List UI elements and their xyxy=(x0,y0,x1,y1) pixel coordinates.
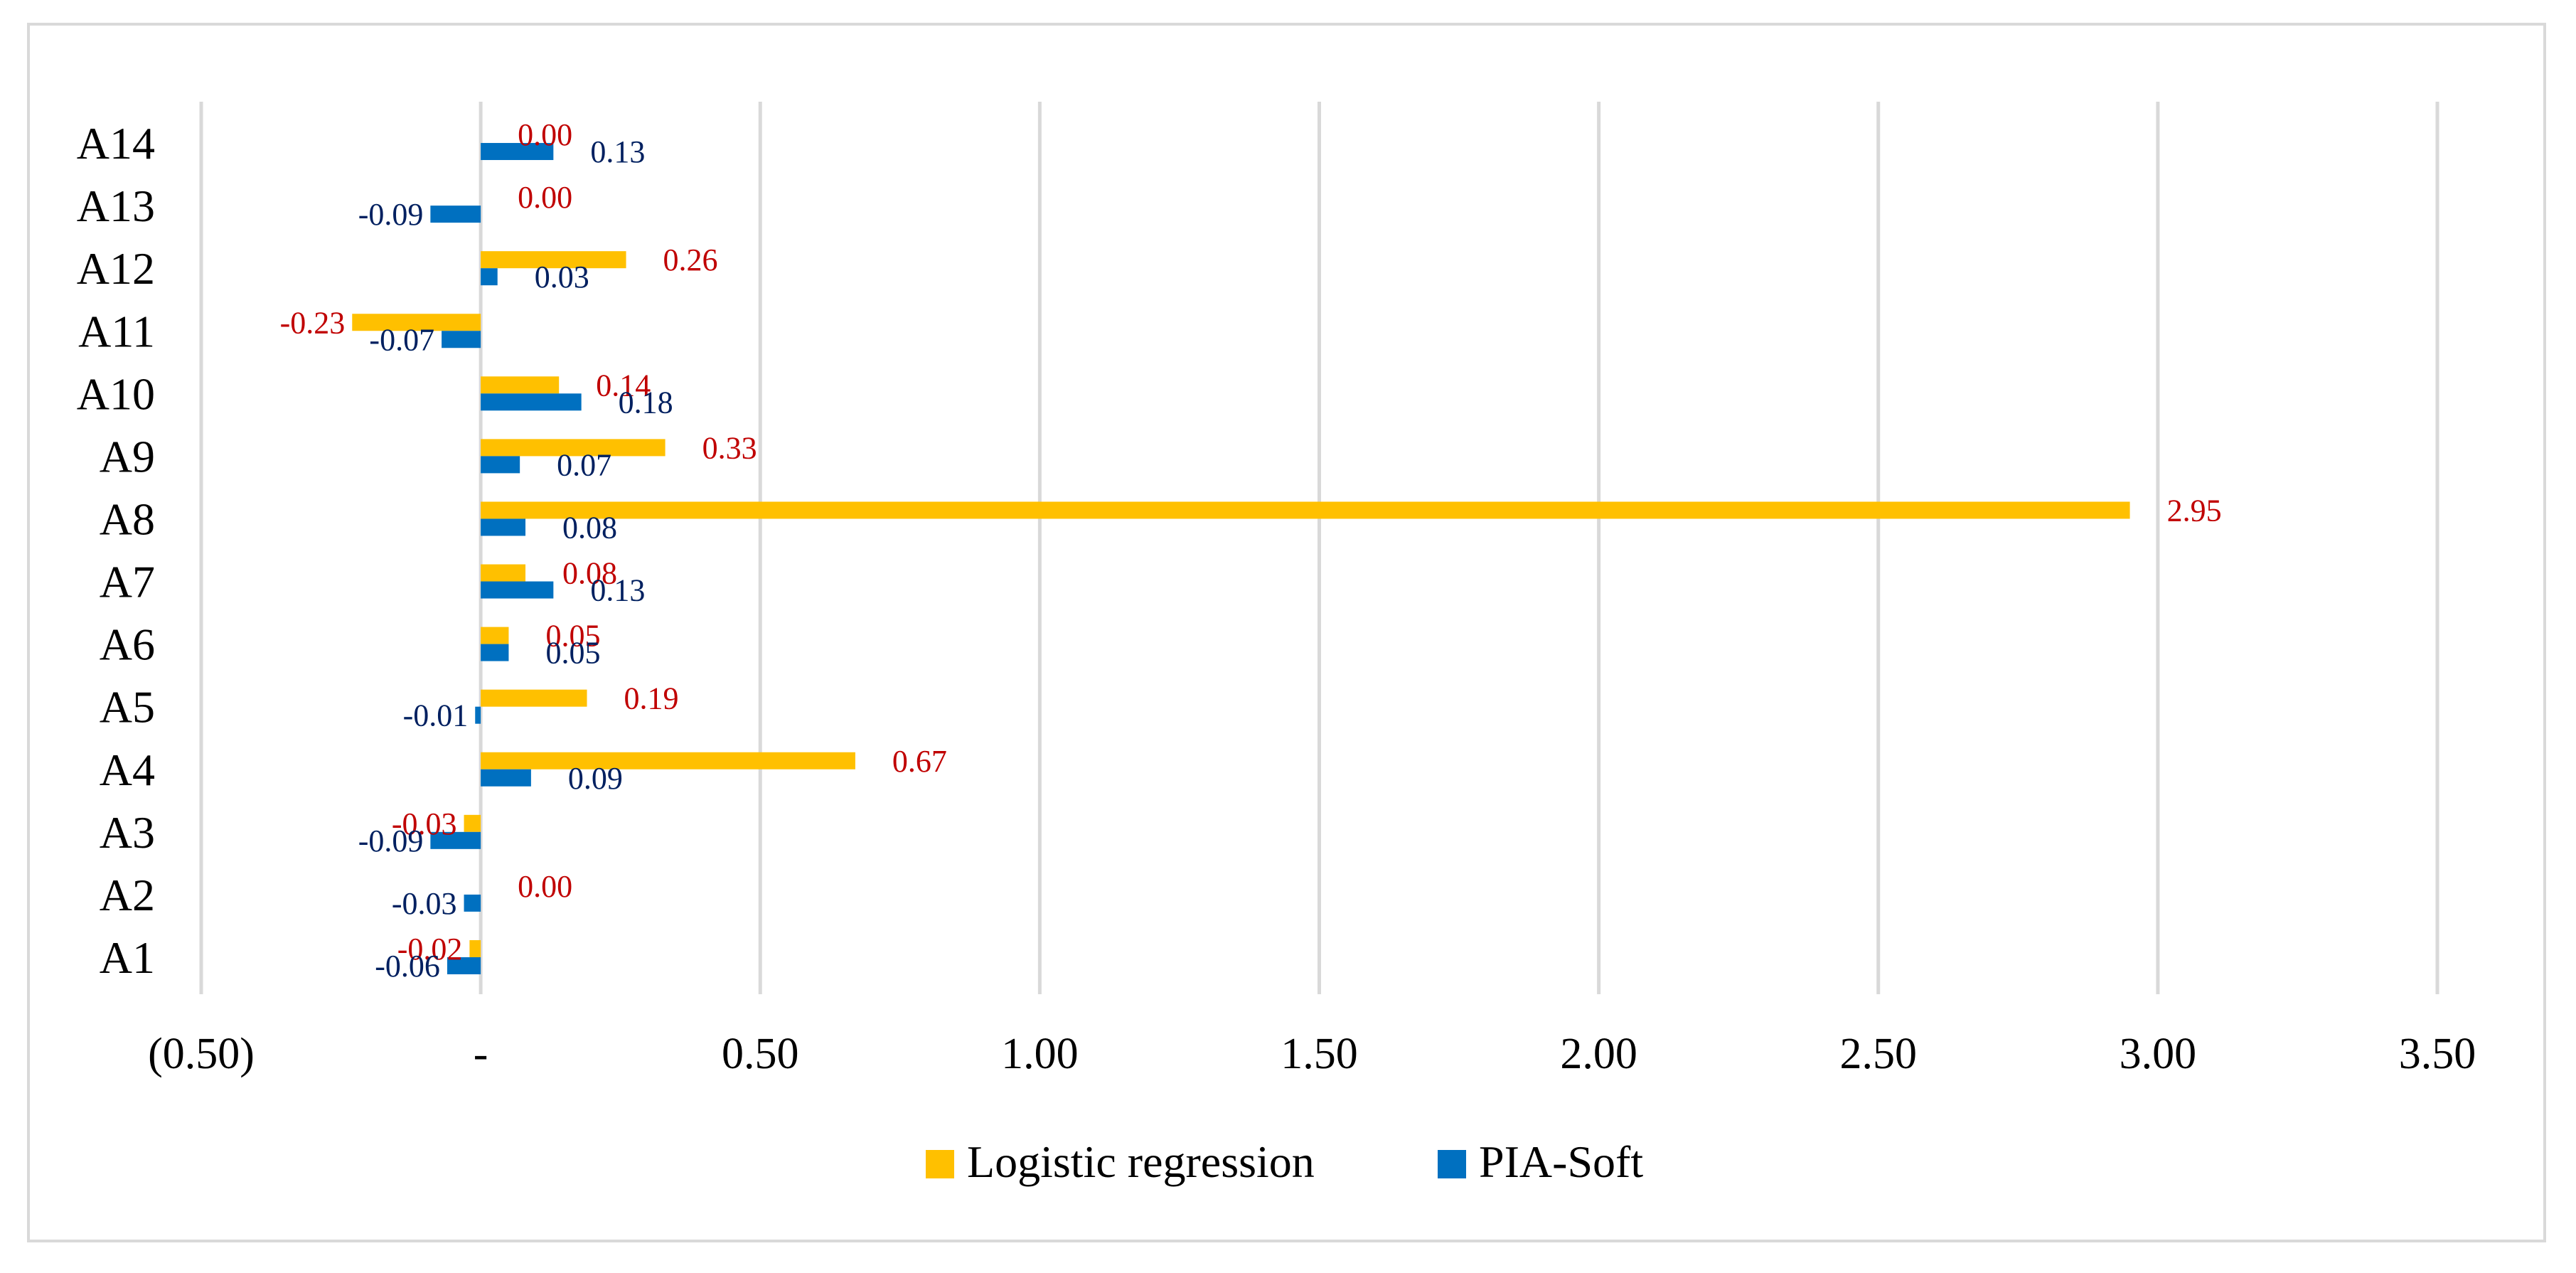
bar-pia-soft-a1 xyxy=(447,957,481,974)
data-label: 0.13 xyxy=(590,134,645,169)
data-label: 0.00 xyxy=(518,869,572,904)
category-label: A13 xyxy=(77,181,155,231)
category-label: A10 xyxy=(77,368,155,419)
data-label: -0.02 xyxy=(397,932,463,966)
category-label: A3 xyxy=(100,807,155,858)
x-tick-label: 3.50 xyxy=(2399,1030,2476,1078)
value-axis: (0.50) - 0.50 1.00 1.50 2.00 2.50 3.00 3.50 xyxy=(148,1030,2476,1078)
data-label: 0.07 xyxy=(557,447,611,482)
data-label: -0.09 xyxy=(358,197,424,232)
data-label: 0.00 xyxy=(518,117,572,152)
bar-pia-soft-a14 xyxy=(481,143,554,161)
legend-swatch-0 xyxy=(926,1150,954,1178)
bar-logistic-regression-a9 xyxy=(481,439,666,457)
bar-pia-soft-a3 xyxy=(430,831,481,849)
bar-logistic-regression-a7 xyxy=(481,564,526,582)
x-tick-label: 2.00 xyxy=(1560,1030,1637,1078)
category-label: A5 xyxy=(100,682,155,733)
data-label: 0.08 xyxy=(562,510,617,545)
data-label: -0.03 xyxy=(392,886,457,921)
data-label: 0.19 xyxy=(624,681,679,716)
bar-pia-soft-a4 xyxy=(481,769,531,787)
data-label: -0.09 xyxy=(358,824,424,858)
bar-logistic-regression-a8 xyxy=(481,501,2130,519)
bar-logistic-regression-a11 xyxy=(352,314,481,331)
bars xyxy=(352,143,2130,974)
bar-pia-soft-a12 xyxy=(481,268,498,286)
category-label: A2 xyxy=(100,870,155,920)
category-label: A1 xyxy=(100,932,155,983)
gridlines xyxy=(199,102,2439,994)
legend-swatch-1 xyxy=(1438,1150,1466,1178)
category-label: A4 xyxy=(100,745,155,795)
category-label: A11 xyxy=(78,306,155,356)
bar-logistic-regression-a3 xyxy=(464,814,481,832)
category-label: A12 xyxy=(77,243,155,294)
data-label: -0.03 xyxy=(392,806,457,841)
bar-logistic-regression-a1 xyxy=(469,939,481,957)
bar-pia-soft-a13 xyxy=(430,206,481,223)
bar-pia-soft-a10 xyxy=(481,393,582,411)
category-axis: A1 A2 A3 A4 A5 A6 A7 A8 A9 A10 A11 A12 A13 A14 xyxy=(77,118,155,983)
data-label: 0.14 xyxy=(596,368,651,403)
category-label: A9 xyxy=(100,431,155,481)
data-label: 0.05 xyxy=(545,619,600,654)
data-label: 0.26 xyxy=(663,243,718,277)
bar-pia-soft-a5 xyxy=(475,706,481,724)
data-label: 0.00 xyxy=(518,180,572,215)
data-label: 0.05 xyxy=(545,636,600,671)
legend-label-1: PIA-Soft xyxy=(1479,1136,1643,1187)
legend: Logistic regression PIA-Soft xyxy=(926,1136,1643,1187)
x-tick-label: - xyxy=(474,1030,488,1078)
legend-label-0: Logistic regression xyxy=(967,1136,1315,1187)
category-label: A14 xyxy=(77,118,155,169)
data-label: 0.03 xyxy=(535,260,589,294)
data-label: 0.18 xyxy=(619,385,673,420)
bar-logistic-regression-a6 xyxy=(481,627,509,644)
bar-logistic-regression-a10 xyxy=(481,376,560,394)
bar-logistic-regression-a5 xyxy=(481,689,587,707)
category-label: A8 xyxy=(100,494,155,544)
data-label: -0.07 xyxy=(369,322,434,357)
data-label: 0.33 xyxy=(702,430,757,465)
bar-pia-soft-a8 xyxy=(481,518,526,536)
data-label: 0.13 xyxy=(590,573,645,608)
x-tick-label: (0.50) xyxy=(148,1030,255,1078)
data-labels: -0.02 0.00 -0.03 0.67 0.19 0.05 0.08 2.95 0.33 0.… xyxy=(280,117,2222,984)
bar-pia-soft-a7 xyxy=(481,581,554,599)
data-label: -0.06 xyxy=(375,949,440,984)
data-label: 0.09 xyxy=(568,761,623,796)
category-label: A7 xyxy=(100,557,155,607)
data-label: -0.01 xyxy=(403,698,469,733)
data-label: 0.08 xyxy=(562,556,617,591)
data-label: -0.23 xyxy=(280,305,346,340)
bar-pia-soft-a2 xyxy=(464,894,481,912)
bar-logistic-regression-a12 xyxy=(481,251,626,269)
x-tick-label: 1.00 xyxy=(1001,1030,1079,1078)
x-tick-label: 3.00 xyxy=(2120,1030,2197,1078)
x-tick-label: 0.50 xyxy=(722,1030,799,1078)
category-label: A6 xyxy=(100,619,155,670)
x-tick-label: 1.50 xyxy=(1281,1030,1358,1078)
chart-frame xyxy=(27,23,2546,1242)
bar-logistic-regression-a4 xyxy=(481,752,855,769)
data-label: 0.67 xyxy=(892,744,947,779)
x-tick-label: 2.50 xyxy=(1840,1030,1918,1078)
data-label: 2.95 xyxy=(2167,493,2222,528)
bar-pia-soft-a11 xyxy=(442,331,481,348)
bar-pia-soft-a6 xyxy=(481,644,509,661)
bar-pia-soft-a9 xyxy=(481,456,520,474)
